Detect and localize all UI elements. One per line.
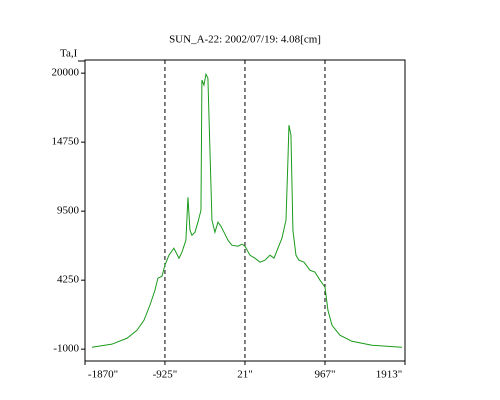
chart-title: SUN_A-22: 2002/07/19: 4.08[cm] — [169, 34, 321, 46]
x-tick-label: 1913" — [376, 369, 403, 381]
x-tick-label: -925" — [153, 369, 178, 381]
x-tick-label: -1870" — [88, 369, 118, 381]
y-tick-label: 9500 — [57, 205, 80, 217]
y-tick-label: -1000 — [53, 343, 79, 355]
x-tick-label: 21" — [237, 369, 253, 381]
y-tick-label: 20000 — [52, 67, 80, 79]
x-tick-label: 967" — [314, 369, 335, 381]
y-tick-label: 14750 — [52, 136, 80, 148]
y-axis-label: Ta,I — [60, 48, 78, 60]
y-tick-label: 4250 — [57, 274, 80, 286]
data-line — [91, 72, 402, 348]
